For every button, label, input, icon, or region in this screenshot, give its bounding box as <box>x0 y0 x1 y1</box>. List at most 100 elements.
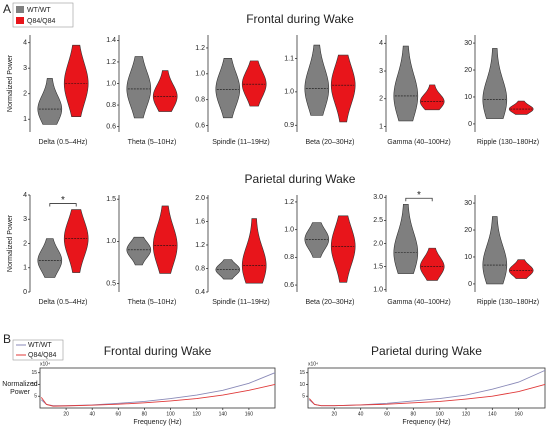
y-tick-label: 0.9 <box>284 122 294 129</box>
y-tick-label: 1.2 <box>284 199 294 206</box>
violin <box>482 48 508 119</box>
chart-title: Parietal during Wake <box>371 344 482 358</box>
series-line <box>308 384 546 407</box>
x-tick-label: 120 <box>462 411 471 417</box>
y-axis-label: Normalized Power <box>2 381 38 396</box>
y-tick-label: 1.6 <box>195 218 205 225</box>
series-line <box>41 372 276 407</box>
x-tick-label: 160 <box>245 411 254 417</box>
y-tick-label: 1.0 <box>106 80 116 87</box>
violin <box>482 216 508 285</box>
y-tick-label: 0.4 <box>195 289 205 296</box>
x-tick-label: 100 <box>166 411 175 417</box>
y-tick-label: 3 <box>379 68 383 75</box>
y-tick-label: 30 <box>464 200 472 207</box>
violin <box>152 205 178 274</box>
violin <box>508 259 534 279</box>
x-tick-label: 140 <box>219 411 228 417</box>
violin <box>304 222 330 258</box>
y-tick-label: 0 <box>468 121 472 128</box>
y-tick-label: 1.0 <box>284 226 294 233</box>
violin <box>330 215 356 283</box>
plot-frame <box>307 367 546 409</box>
y-tick-label: 10 <box>464 94 472 101</box>
y-tick-label: 0.6 <box>195 122 205 129</box>
y-tick-label: 10 <box>464 254 472 261</box>
y-tick-label: 0.8 <box>284 254 294 261</box>
x-tick-label: 120 <box>192 411 201 417</box>
y-tick-label: 2.0 <box>373 240 383 247</box>
y-tick-label: 0.6 <box>284 282 294 289</box>
violin <box>63 44 89 117</box>
y-tick-label: 0 <box>468 281 472 288</box>
x-tick-label: 100 <box>435 411 444 417</box>
significance-label: * <box>61 195 65 206</box>
y-tick-label: 2 <box>23 91 27 98</box>
section-title: Parietal during Wake <box>245 172 356 186</box>
y-multiplier: x10⁴ <box>40 361 50 367</box>
y-tick-label: 4 <box>23 40 27 47</box>
x-axis-label: Ripple (130–180Hz) <box>477 299 539 306</box>
y-tick-label: 1.5 <box>373 263 383 270</box>
violin <box>419 247 445 281</box>
y-tick-label: 0.8 <box>106 102 116 109</box>
x-tick-label: 20 <box>332 411 338 417</box>
x-tick-label: 140 <box>488 411 497 417</box>
x-axis-label: Beta (20–30Hz) <box>305 299 354 306</box>
plot-frame <box>39 367 276 409</box>
x-axis-label: Beta (20–30Hz) <box>305 139 354 146</box>
y-tick-label: 4 <box>379 40 383 47</box>
violin <box>419 84 445 111</box>
y-tick-label: 1.0 <box>106 238 116 245</box>
y-tick-label: 2.0 <box>195 195 205 202</box>
y-tick-label: 20 <box>464 67 472 74</box>
y-tick-label: 1.2 <box>106 59 116 66</box>
x-tick-label: 40 <box>89 411 95 417</box>
x-tick-label: 80 <box>411 411 417 417</box>
y-tick-label: 10 <box>31 382 37 388</box>
y-tick-label: 1.5 <box>106 196 116 203</box>
x-axis-label: Frequency (Hz) <box>402 419 450 426</box>
x-tick-label: 80 <box>142 411 148 417</box>
series-line <box>40 384 276 407</box>
y-tick-label: 1 <box>23 265 27 272</box>
y-tick-label: 1.0 <box>195 71 205 78</box>
y-tick-label: 1.2 <box>195 242 205 249</box>
significance-bracket <box>405 197 433 202</box>
y-multiplier: x10⁴ <box>308 361 318 367</box>
x-axis-label: Theta (5–10Hz) <box>128 139 177 146</box>
y-tick-label: 3 <box>23 216 27 223</box>
legend-label: WT/WT <box>28 342 52 349</box>
y-tick-label: 1.0 <box>284 89 294 96</box>
y-tick-label: 15 <box>299 370 305 376</box>
y-axis-label: Normalized Power <box>7 54 14 112</box>
y-tick-label: 1 <box>379 123 383 130</box>
x-axis-label: Delta (0.5–4Hz) <box>38 299 87 306</box>
violin <box>393 45 419 122</box>
x-axis-label: Spindle (11–19Hz) <box>212 139 269 146</box>
x-tick-label: 40 <box>358 411 364 417</box>
violin <box>330 54 356 123</box>
x-axis-label: Ripple (130–180Hz) <box>477 139 539 146</box>
section-title: Frontal during Wake <box>246 12 354 26</box>
y-tick-label: 1.0 <box>373 287 383 294</box>
violin <box>215 57 241 119</box>
x-axis-label: Spindle (11–19Hz) <box>212 299 269 306</box>
x-tick-label: 60 <box>384 411 390 417</box>
significance-bracket <box>49 203 77 207</box>
y-axis-label: Normalized Power <box>7 214 14 272</box>
y-tick-label: 15 <box>31 370 37 376</box>
y-tick-label: 20 <box>464 227 472 234</box>
y-tick-label: 30 <box>464 40 472 47</box>
violin <box>508 100 534 115</box>
violin <box>37 78 63 125</box>
legend-label: Q84/Q84 <box>27 18 56 25</box>
y-tick-label: 3.0 <box>373 194 383 201</box>
y-tick-label: 1.4 <box>106 37 116 44</box>
violin <box>241 60 267 107</box>
legend-swatch <box>16 17 24 24</box>
panel-label: B <box>3 332 11 346</box>
x-tick-label: 20 <box>63 411 69 417</box>
violin <box>63 209 89 273</box>
